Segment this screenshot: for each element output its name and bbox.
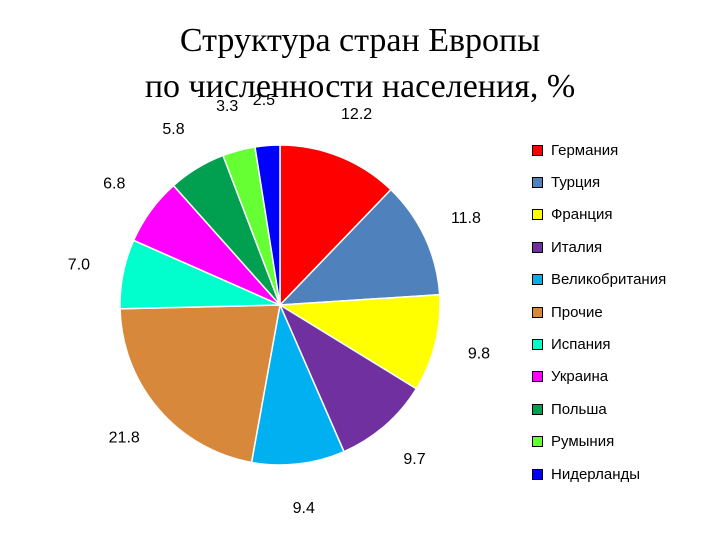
legend-label: Нидерланды — [551, 465, 641, 483]
legend-swatch — [532, 403, 543, 415]
pie-data-label-11: 2.5 — [253, 92, 275, 109]
legend-label: Украина — [551, 368, 609, 386]
legend-swatch — [532, 306, 543, 318]
legend-item-2: Турция — [532, 166, 666, 198]
chart-legend: Германия Турция Франция Италия Великобритани… — [532, 134, 666, 490]
legend-label: Испания — [551, 336, 611, 354]
legend-item-8: Украина — [532, 361, 666, 393]
legend-item-4: Италия — [532, 231, 666, 263]
legend-label: Германия — [551, 141, 619, 159]
pie-slice-1 — [279, 144, 392, 307]
legend-item-3: Франция — [532, 199, 666, 231]
legend-swatch — [532, 177, 543, 189]
legend-item-1: Германия — [532, 134, 666, 166]
pie-data-label-1: 12.2 — [341, 106, 372, 123]
legend-label: Турция — [551, 174, 601, 192]
pie-data-label-5: 9.4 — [293, 500, 315, 517]
legend-swatch — [532, 339, 543, 351]
pie-slice-6 — [119, 304, 281, 464]
pie-data-label-4: 9.7 — [403, 451, 425, 468]
pie-data-label-6: 21.8 — [109, 429, 140, 446]
pie-data-label-9: 5.8 — [162, 121, 184, 138]
legend-item-6: Прочие — [532, 296, 666, 328]
chart-title-line-1: Структура стран Европы — [179, 22, 541, 59]
legend-label: Прочие — [551, 303, 603, 321]
pie-data-label-2: 11.8 — [451, 210, 481, 227]
legend-item-11: Нидерланды — [532, 458, 666, 490]
legend-swatch — [532, 371, 543, 383]
legend-item-5: Великобритания — [532, 264, 666, 296]
pie-slices — [119, 144, 441, 466]
pie-slice-2 — [278, 188, 441, 306]
pie-data-labels: 12.2 11.8 9.8 9.7 9.4 21.8 7.0 6.8 5.8 3.3 2.5 — [68, 92, 490, 517]
legend-item-7: Испания — [532, 328, 666, 360]
legend-item-9: Польша — [532, 393, 666, 425]
legend-label: Италия — [551, 238, 603, 256]
pie-data-label-7: 7.0 — [68, 256, 90, 273]
legend-swatch — [532, 436, 543, 448]
legend-item-10: Румыния — [532, 426, 666, 458]
pie-slice-4 — [278, 303, 418, 453]
legend-swatch — [532, 209, 543, 221]
legend-label: Великобритания — [551, 271, 667, 289]
pie-slice-5 — [250, 302, 345, 466]
legend-swatch — [532, 241, 543, 253]
legend-swatch — [532, 274, 543, 286]
legend-swatch — [532, 144, 543, 156]
legend-label: Румыния — [551, 433, 615, 451]
pie-data-label-3: 9.8 — [468, 346, 490, 363]
pie-data-label-10: 3.3 — [216, 98, 238, 115]
legend-label: Польша — [551, 400, 607, 418]
pie-slice-3 — [277, 293, 441, 390]
pie-slice-11 — [254, 144, 281, 306]
chart-title-line-2: по численности населения, % — [144, 68, 576, 105]
legend-swatch — [532, 468, 543, 480]
pie-data-label-8: 6.8 — [103, 176, 125, 193]
chart-title: Структура стран Европы по численности на… — [0, 18, 720, 110]
legend-label: Франция — [551, 206, 613, 224]
